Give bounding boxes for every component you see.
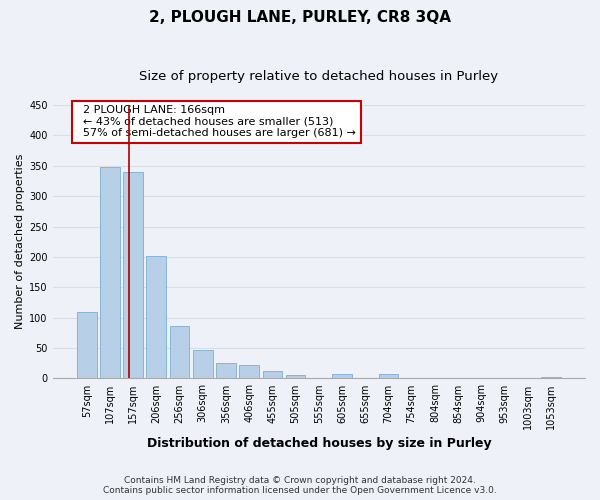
- X-axis label: Distribution of detached houses by size in Purley: Distribution of detached houses by size …: [146, 437, 491, 450]
- Bar: [239, 365, 259, 378]
- Bar: [286, 376, 305, 378]
- Text: 2 PLOUGH LANE: 166sqm
  ← 43% of detached houses are smaller (513)
  57% of semi: 2 PLOUGH LANE: 166sqm ← 43% of detached …: [76, 105, 356, 138]
- Bar: [541, 376, 561, 378]
- Bar: [193, 350, 212, 378]
- Title: Size of property relative to detached houses in Purley: Size of property relative to detached ho…: [139, 70, 499, 83]
- Bar: [146, 256, 166, 378]
- Bar: [100, 167, 120, 378]
- Bar: [170, 326, 190, 378]
- Text: 2, PLOUGH LANE, PURLEY, CR8 3QA: 2, PLOUGH LANE, PURLEY, CR8 3QA: [149, 10, 451, 25]
- Bar: [332, 374, 352, 378]
- Bar: [263, 371, 282, 378]
- Text: Contains HM Land Registry data © Crown copyright and database right 2024.
Contai: Contains HM Land Registry data © Crown c…: [103, 476, 497, 495]
- Bar: [379, 374, 398, 378]
- Bar: [77, 312, 97, 378]
- Y-axis label: Number of detached properties: Number of detached properties: [15, 154, 25, 330]
- Bar: [216, 363, 236, 378]
- Bar: [123, 172, 143, 378]
